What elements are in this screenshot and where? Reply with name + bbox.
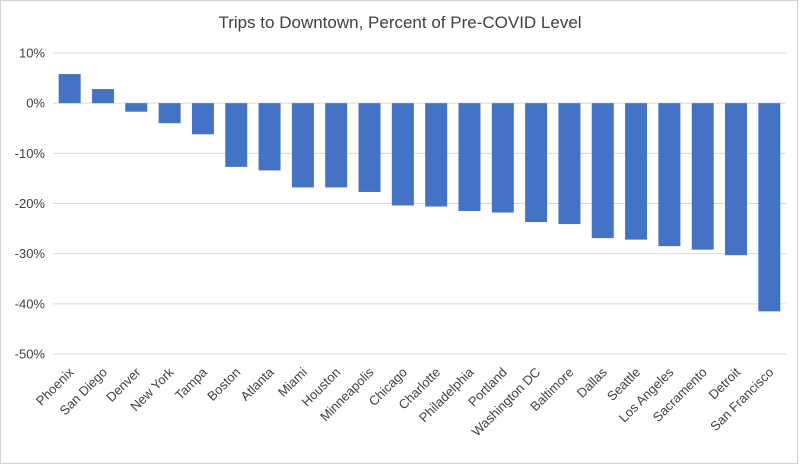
bar-boston [225,103,248,167]
y-tick-label: 10% [19,46,45,61]
y-tick-label: -20% [15,196,46,211]
bar-new-york [158,103,181,124]
bar-denver [125,103,148,112]
bar-philadelphia [458,103,481,212]
y-tick-label: -40% [15,296,46,311]
y-tick-label: -30% [15,246,46,261]
bar-miami [291,103,314,188]
bar-san-francisco [758,103,781,312]
bar-tampa [191,103,214,135]
bar-phoenix [58,74,81,104]
x-category-label: Atlanta [237,364,277,404]
bar-charlotte [425,103,448,207]
bar-seattle [625,103,648,240]
y-tick-label: 0% [26,96,45,111]
y-tick-label: -10% [15,146,46,161]
x-category-label: Tampa [172,364,211,403]
bar-houston [325,103,348,188]
bar-minneapolis [358,103,381,192]
bar-baltimore [558,103,581,225]
bar-detroit [725,103,748,256]
bar-dallas [591,103,614,239]
bar-washington-dc [525,103,548,223]
chart-title: Trips to Downtown, Percent of Pre-COVID … [218,13,581,32]
bar-atlanta [258,103,281,171]
bar-san-diego [91,89,114,104]
bars [58,74,781,312]
x-category-label: Boston [204,365,243,404]
bar-chicago [391,103,414,206]
bar-los-angeles [658,103,681,247]
bar-portland [491,103,514,213]
bar-sacramento [691,103,714,250]
y-axis-tick-labels: 10% 0% -10% -20% -30% -40% -50% [15,46,46,362]
y-tick-label: -50% [15,347,46,362]
